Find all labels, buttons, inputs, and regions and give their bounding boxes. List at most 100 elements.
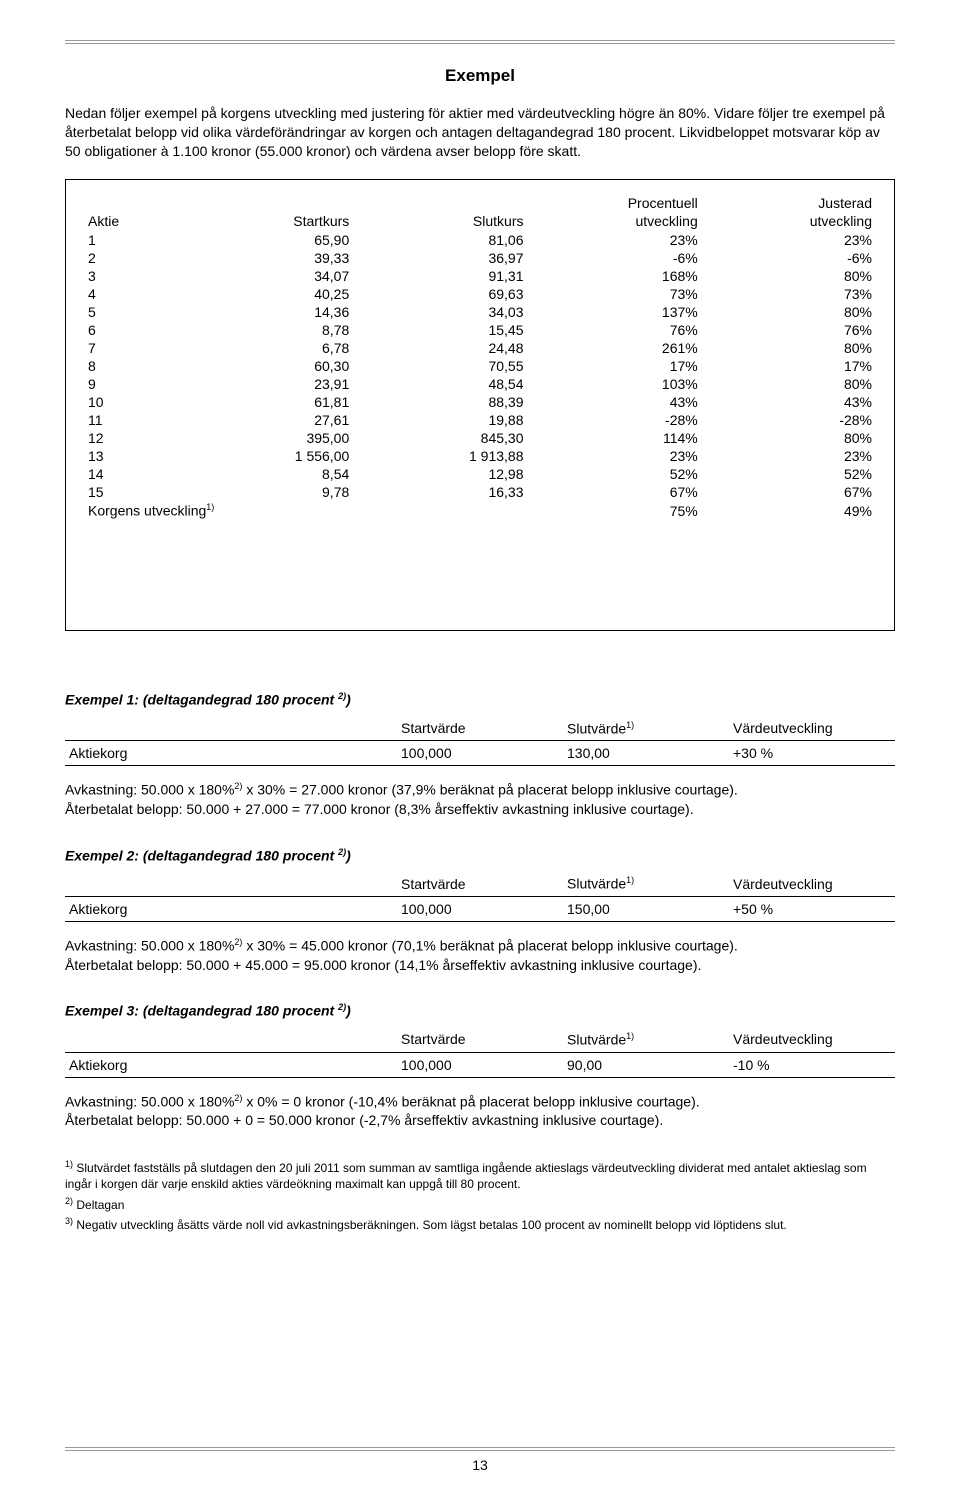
table-cell: 91,31 — [353, 267, 527, 285]
ex3-slut: 90,00 — [563, 1052, 729, 1077]
ex2-h-varde: Värdeutveckling — [729, 871, 895, 896]
table-cell: 16,33 — [353, 483, 527, 501]
table-row: 440,2569,6373%73% — [84, 285, 876, 303]
ex3-h-start: Startvärde — [397, 1027, 563, 1052]
ex3-line1b: x 0% = 0 kronor (-10,4% beräknat på plac… — [242, 1093, 699, 1109]
table-cell: 15 — [84, 483, 179, 501]
table-cell: 23% — [702, 231, 876, 249]
table-cell: 1 913,88 — [353, 447, 527, 465]
table-row: 165,9081,0623%23% — [84, 231, 876, 249]
table-cell: 60,30 — [179, 357, 353, 375]
main-table: Procentuell Justerad Aktie Startkurs Slu… — [84, 194, 876, 520]
table-cell: 23% — [528, 447, 702, 465]
table-footer-v4: 49% — [702, 501, 876, 520]
ex3-h-slut: Slutvärde1) — [563, 1027, 729, 1052]
table-cell: 6 — [84, 321, 179, 339]
table-cell: 24,48 — [353, 339, 527, 357]
table-cell: 17% — [528, 357, 702, 375]
table-footer-row: Korgens utveckling1)75%49% — [84, 501, 876, 520]
table-cell: 13 — [84, 447, 179, 465]
table-cell: 80% — [702, 339, 876, 357]
table-cell: 103% — [528, 375, 702, 393]
table-cell: -28% — [702, 411, 876, 429]
ex1-h-varde: Värdeutveckling — [729, 716, 895, 741]
table-cell: 43% — [528, 393, 702, 411]
ex1-varde: +30 % — [729, 741, 895, 766]
example-1: Exempel 1: (deltagandegrad 180 procent 2… — [65, 691, 895, 819]
table-cell: 7 — [84, 339, 179, 357]
table-cell: 43% — [702, 393, 876, 411]
ex2-h-slut: Slutvärde1) — [563, 871, 729, 896]
ex2-start: 100,000 — [397, 896, 563, 921]
example-3-heading-sup: 2) — [338, 1002, 346, 1012]
table-cell: 80% — [702, 303, 876, 321]
footnote-1-sup: 1) — [65, 1159, 73, 1169]
table-cell: -28% — [528, 411, 702, 429]
page-footer: 13 — [65, 1447, 895, 1473]
table-cell: 11 — [84, 411, 179, 429]
table-footer-v3: 75% — [528, 501, 702, 520]
col-procentuell-1: Procentuell — [528, 194, 702, 213]
example-1-heading-tail: ) — [346, 692, 351, 708]
table-cell: 52% — [528, 465, 702, 483]
table-cell: 27,61 — [179, 411, 353, 429]
ex1-slut: 130,00 — [563, 741, 729, 766]
table-cell: 3 — [84, 267, 179, 285]
ex2-h-slut-text: Slutvärde — [567, 876, 626, 892]
table-cell: 8,54 — [179, 465, 353, 483]
example-3-table: Startvärde Slutvärde1) Värdeutveckling A… — [65, 1027, 895, 1078]
table-cell: 80% — [702, 375, 876, 393]
table-cell: 9 — [84, 375, 179, 393]
table-cell: 14,36 — [179, 303, 353, 321]
table-row: 239,3336,97-6%-6% — [84, 249, 876, 267]
table-cell: 73% — [528, 285, 702, 303]
ex1-start: 100,000 — [397, 741, 563, 766]
table-cell: 1 — [84, 231, 179, 249]
table-cell: 8 — [84, 357, 179, 375]
example-3-heading: Exempel 3: (deltagandegrad 180 procent 2… — [65, 1002, 895, 1019]
example-1-table: Startvärde Slutvärde1) Värdeutveckling A… — [65, 716, 895, 767]
table-cell: 76% — [702, 321, 876, 339]
ex1-h-start: Startvärde — [397, 716, 563, 741]
table-cell: 48,54 — [353, 375, 527, 393]
ex2-line2: Återbetalat belopp: 50.000 + 45.000 = 95… — [65, 957, 701, 973]
table-cell: 67% — [702, 483, 876, 501]
example-2-heading-tail: ) — [346, 847, 351, 863]
table-row: 148,5412,9852%52% — [84, 465, 876, 483]
table-cell: 2 — [84, 249, 179, 267]
ex2-slut: 150,00 — [563, 896, 729, 921]
ex1-h-slut-sup: 1) — [626, 720, 634, 730]
table-cell: 845,30 — [353, 429, 527, 447]
table-cell: 80% — [702, 267, 876, 285]
intro-paragraph: Nedan följer exempel på korgens utveckli… — [65, 104, 895, 161]
table-cell: 23% — [702, 447, 876, 465]
table-cell: 81,06 — [353, 231, 527, 249]
ex1-row-label: Aktiekorg — [65, 741, 397, 766]
example-3-body: Avkastning: 50.000 x 180%2) x 0% = 0 kro… — [65, 1092, 895, 1130]
table-row: 1061,8188,3943%43% — [84, 393, 876, 411]
table-cell: 6,78 — [179, 339, 353, 357]
table-cell: 23,91 — [179, 375, 353, 393]
ex3-line1a: Avkastning: 50.000 x 180% — [65, 1093, 234, 1109]
table-cell: 88,39 — [353, 393, 527, 411]
table-cell: 76% — [528, 321, 702, 339]
table-cell: 39,33 — [179, 249, 353, 267]
ex2-row-label: Aktiekorg — [65, 896, 397, 921]
table-cell: 261% — [528, 339, 702, 357]
ex1-line1a: Avkastning: 50.000 x 180% — [65, 782, 234, 798]
col-justerad-2: utveckling — [702, 212, 876, 231]
col-procentuell-2: utveckling — [528, 212, 702, 231]
table-cell: 65,90 — [179, 231, 353, 249]
example-2-heading-sup: 2) — [338, 847, 346, 857]
example-3-heading-tail: ) — [346, 1003, 351, 1019]
table-cell: 40,25 — [179, 285, 353, 303]
table-cell: 4 — [84, 285, 179, 303]
table-cell: 395,00 — [179, 429, 353, 447]
table-cell: 67% — [528, 483, 702, 501]
table-row: 334,0791,31168%80% — [84, 267, 876, 285]
ex2-h-start: Startvärde — [397, 871, 563, 896]
example-1-heading-sup: 2) — [338, 691, 346, 701]
example-1-heading-text: Exempel 1: (deltagandegrad 180 procent — [65, 692, 338, 708]
footnote-2: Deltagan — [73, 1198, 124, 1212]
ex3-start: 100,000 — [397, 1052, 563, 1077]
